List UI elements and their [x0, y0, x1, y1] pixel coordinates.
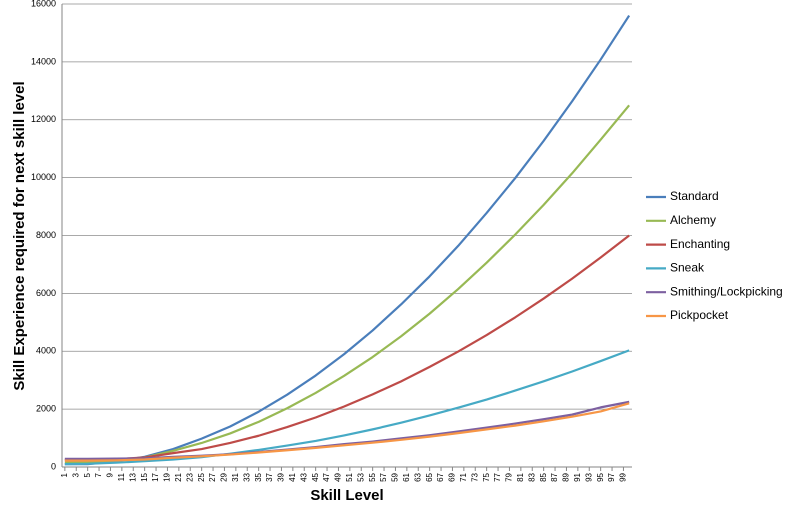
x-tick-label: 65 [425, 472, 434, 481]
x-tick-label: 91 [573, 472, 582, 481]
x-tick-label: 1 [60, 472, 69, 477]
x-tick-label: 73 [470, 472, 479, 481]
y-tick-label: 14000 [31, 56, 56, 66]
x-tick-label: 23 [185, 472, 194, 481]
y-tick-label: 8000 [36, 230, 56, 240]
legend-label: Smithing/Lockpicking [670, 284, 783, 298]
x-tick-label: 33 [242, 472, 251, 481]
x-tick-label: 9 [106, 472, 115, 477]
x-tick-label: 77 [493, 472, 502, 481]
y-axis-label: Skill Experience required for next skill… [11, 81, 28, 390]
x-tick-label: 47 [322, 472, 331, 481]
x-tick-label: 53 [356, 472, 365, 481]
x-tick-label: 67 [436, 472, 445, 481]
x-tick-label: 13 [128, 472, 137, 481]
x-tick-label: 45 [311, 472, 320, 481]
y-tick-label: 12000 [31, 114, 56, 124]
x-tick-label: 51 [345, 472, 354, 481]
x-axis-label: Skill Level [310, 487, 383, 504]
y-tick-label: 4000 [36, 346, 56, 356]
x-tick-label: 41 [288, 472, 297, 481]
x-tick-label: 97 [607, 472, 616, 481]
legend-label: Alchemy [670, 213, 716, 227]
y-tick-label: 10000 [31, 172, 56, 182]
x-tick-label: 31 [231, 472, 240, 481]
x-tick-label: 85 [539, 472, 548, 481]
x-tick-label: 79 [505, 472, 514, 481]
x-tick-label: 63 [413, 472, 422, 481]
x-tick-label: 15 [140, 472, 149, 481]
x-tick-label: 43 [299, 472, 308, 481]
x-tick-label: 87 [550, 472, 559, 481]
x-tick-label: 17 [151, 472, 160, 481]
line-series [64, 14, 631, 466]
x-tick-label: 37 [265, 472, 274, 481]
x-tick-label: 99 [619, 472, 628, 481]
line-series [64, 234, 630, 461]
line-series [64, 349, 630, 466]
legend-label: Standard [670, 189, 719, 203]
x-tick-label: 57 [379, 472, 388, 481]
y-tick-label: 16000 [31, 0, 56, 8]
x-tick-label: 39 [277, 472, 286, 481]
x-tick-label: 61 [402, 472, 411, 481]
legend-label: Pickpocket [670, 308, 729, 322]
x-tick-label: 19 [163, 472, 172, 481]
legend-label: Sneak [670, 261, 705, 275]
x-tick-label: 49 [334, 472, 343, 481]
x-tick-label: 95 [596, 472, 605, 481]
x-tick-label: 89 [562, 472, 571, 481]
line-series [64, 402, 630, 462]
y-tick-label: 6000 [36, 288, 56, 298]
line-series [64, 400, 630, 460]
x-tick-label: 81 [516, 472, 525, 481]
x-tick-label: 59 [391, 472, 400, 481]
x-tick-label: 11 [117, 472, 126, 481]
x-tick-label: 3 [71, 472, 80, 477]
x-tick-label: 93 [584, 472, 593, 481]
x-tick-label: 83 [527, 472, 536, 481]
x-tick-label: 55 [368, 472, 377, 481]
x-tick-label: 75 [482, 472, 491, 481]
x-tick-label: 69 [448, 472, 457, 481]
x-tick-label: 71 [459, 472, 468, 481]
x-tick-label: 21 [174, 472, 183, 481]
x-tick-label: 7 [94, 472, 103, 477]
y-tick-label: 2000 [36, 404, 56, 414]
x-tick-label: 35 [254, 472, 263, 481]
x-tick-label: 25 [197, 472, 206, 481]
x-tick-label: 5 [83, 472, 92, 477]
y-tick-label: 0 [51, 461, 56, 471]
x-tick-label: 29 [220, 472, 229, 481]
x-tick-label: 27 [208, 472, 217, 481]
legend-label: Enchanting [670, 237, 730, 251]
